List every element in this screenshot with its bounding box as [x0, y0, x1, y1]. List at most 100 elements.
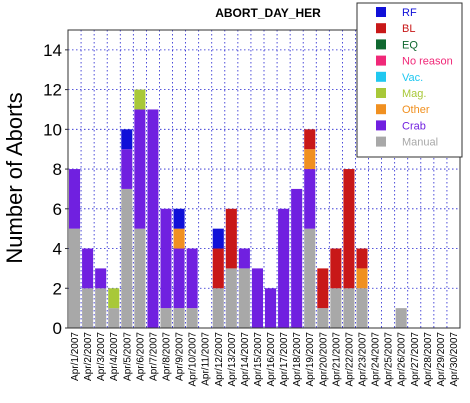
bar-segment	[291, 188, 303, 328]
legend-swatch	[376, 88, 386, 98]
x-tick-label: Apr/2/2007	[83, 332, 94, 381]
bar-segment	[356, 268, 368, 289]
bar-segment	[278, 208, 290, 328]
bar-segment	[95, 268, 107, 289]
x-tick-label: Apr/26/2007	[397, 332, 408, 387]
x-tick-label: Apr/7/2007	[148, 332, 159, 381]
y-tick-label: 6	[53, 200, 62, 219]
x-tick-label: Apr/10/2007	[188, 332, 199, 387]
legend-swatch	[376, 120, 386, 131]
bar-segment	[212, 248, 224, 289]
x-tick-label: Apr/21/2007	[331, 332, 342, 387]
bar-segment	[173, 248, 185, 309]
y-tick-labels: 0 2 4 6 8 10 12 14	[43, 41, 68, 338]
bar-segment	[134, 109, 146, 229]
bar-segment	[134, 89, 146, 110]
legend-label: RF	[402, 7, 417, 19]
bars	[69, 89, 407, 328]
bar-segment	[82, 248, 94, 289]
x-tick-label: Apr/4/2007	[109, 332, 120, 381]
bar-segment	[225, 208, 237, 269]
x-tick-label: Apr/20/2007	[318, 332, 329, 387]
bar-segment	[186, 308, 198, 328]
x-tick-label: Apr/8/2007	[162, 332, 173, 381]
legend-swatch	[376, 39, 386, 50]
x-tick-label: Apr/29/2007	[436, 332, 447, 387]
y-tick-label: 2	[53, 279, 62, 298]
legend-swatch	[376, 136, 386, 147]
bar-segment	[108, 288, 120, 309]
bar-segment	[343, 169, 355, 289]
legend-label: Other	[402, 104, 430, 116]
bar-segment	[330, 248, 342, 289]
x-tick-label: Apr/12/2007	[214, 332, 225, 387]
legend-swatch	[376, 7, 386, 17]
bar-segment	[395, 308, 407, 328]
bar-segment	[186, 248, 198, 309]
x-tick-label: Apr/15/2007	[253, 332, 264, 387]
y-tick-label: 12	[43, 81, 62, 100]
bar-segment	[108, 308, 120, 328]
legend-swatch	[376, 23, 386, 34]
plot-frame	[67, 29, 461, 329]
x-tick-label: Apr/24/2007	[371, 332, 382, 387]
bar-segment	[121, 129, 133, 150]
legend-swatch	[376, 104, 386, 115]
bar-segment	[356, 288, 368, 328]
y-tick-label: 0	[53, 319, 62, 338]
x-tick-label: Apr/19/2007	[305, 332, 316, 387]
bar-segment	[238, 248, 250, 269]
bar-segment	[134, 228, 146, 328]
bar-segment	[304, 228, 316, 328]
bar-segment	[173, 308, 185, 328]
y-tick-label: 10	[43, 120, 62, 139]
x-tick-label: Apr/6/2007	[135, 332, 146, 381]
bar-segment	[173, 208, 185, 229]
y-tick-label: 8	[53, 160, 62, 179]
bar-segment	[69, 228, 81, 328]
bar-segment	[225, 268, 237, 328]
x-tick-label: Apr/30/2007	[449, 332, 460, 387]
bar-segment	[317, 268, 329, 309]
x-tick-labels: Apr/1/2007 Apr/2/2007 Apr/3/2007 Apr/4/2007…	[70, 332, 460, 387]
bar-segment	[121, 188, 133, 328]
x-tick-label: Apr/11/2007	[201, 332, 212, 386]
bar-segment	[304, 129, 316, 150]
y-tick-label: 14	[43, 41, 62, 60]
x-tick-label: Apr/16/2007	[266, 332, 277, 387]
bar-segment	[304, 149, 316, 170]
legend-label: EQ	[402, 39, 418, 51]
bar-segment	[147, 109, 159, 328]
bar-segment	[212, 288, 224, 328]
bar-segment	[304, 169, 316, 229]
legend: RF BL EQ No reason Vac. Mag. Other Crab Manual	[356, 2, 463, 158]
legend-label: No reason	[402, 56, 453, 68]
legend-label: Mag.	[402, 88, 426, 100]
bar-segment	[238, 268, 250, 328]
x-tick-label: Apr/18/2007	[292, 332, 303, 387]
bar-segment	[330, 288, 342, 328]
grid-lines	[68, 30, 460, 328]
bar-segment	[82, 288, 94, 328]
legend-label: Crab	[402, 120, 426, 132]
x-tick-label: Apr/13/2007	[227, 332, 238, 387]
chart-title: ABORT_DAY_HER	[215, 6, 321, 20]
bar-segment	[265, 288, 277, 328]
bar-segment	[121, 149, 133, 189]
bar-segment	[160, 208, 172, 309]
bar-segment	[160, 308, 172, 328]
x-tick-label: Apr/23/2007	[358, 332, 369, 387]
legend-label: Vac.	[402, 72, 423, 84]
bar-segment	[173, 228, 185, 249]
legend-swatch	[376, 55, 386, 66]
legend-box	[356, 2, 463, 158]
x-tick-label: Apr/28/2007	[423, 332, 434, 387]
legend-label: BL	[402, 23, 415, 35]
bar-segment	[317, 308, 329, 328]
x-tick-label: Apr/14/2007	[240, 332, 251, 387]
x-tick-label: Apr/9/2007	[175, 332, 186, 381]
y-axis-label: Number of Aborts	[2, 92, 27, 263]
x-tick-label: Apr/27/2007	[410, 332, 421, 387]
bar-segment	[251, 268, 263, 328]
x-tick-label: Apr/22/2007	[344, 332, 355, 387]
